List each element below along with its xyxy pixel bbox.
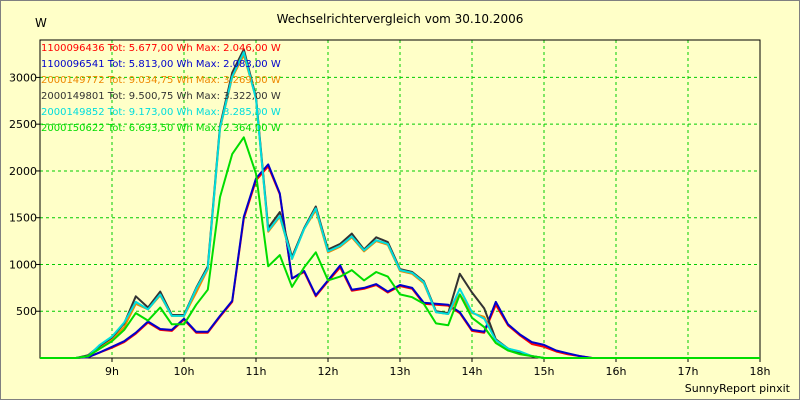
x-tick-label: 16h [606,365,627,378]
y-tick-label: 3000 [9,71,37,84]
x-tick-label: 12h [318,365,339,378]
x-tick-label: 11h [246,365,267,378]
x-tick-label: 15h [534,365,555,378]
series-line-2000150622 [40,136,760,359]
y-tick-label: 1500 [9,212,37,225]
legend-entry-2000149772: 2000149772 Tot: 9.034,75 Wh Max: 3.269,0… [41,75,281,86]
legend-entry-2000149801: 2000149801 Tot: 9.500,75 Wh Max: 3.322,0… [41,91,281,102]
x-tick-label: 13h [390,365,411,378]
legend-entry-2000150622: 2000150622 Tot: 6.693,50 Wh Max: 2.364,0… [41,123,281,134]
x-tick-label: 17h [678,365,699,378]
legend: 1100096436 Tot: 5.677,00 Wh Max: 2.046,0… [41,43,281,134]
x-tick-label: 10h [174,365,195,378]
x-tick-label: 18h [750,365,771,378]
x-tick-label: 9h [105,365,119,378]
footer-credit: SunnyReport pinxit [685,382,791,395]
series-group [40,48,760,359]
legend-entry-1100096541: 1100096541 Tot: 5.813,00 Wh Max: 2.083,0… [41,59,281,70]
y-axis-label: W [35,16,47,30]
y-tick-label: 2000 [9,165,37,178]
y-tick-label: 1000 [9,258,37,271]
legend-entry-2000149852: 2000149852 Tot: 9.173,00 Wh Max: 3.285,0… [41,107,281,118]
x-tick-label: 14h [462,365,483,378]
legend-entry-1100096436: 1100096436 Tot: 5.677,00 Wh Max: 2.046,0… [41,43,281,54]
axes: 9h 10h 11h 12h 13h 14h 15h 16h 17h 18h 500 1000 1500… [9,39,771,378]
y-tick-label: 2500 [9,118,37,131]
chart-title: Wechselrichtervergleich vom 30.10.2006 [277,12,524,26]
y-tick-label: 500 [16,305,37,318]
